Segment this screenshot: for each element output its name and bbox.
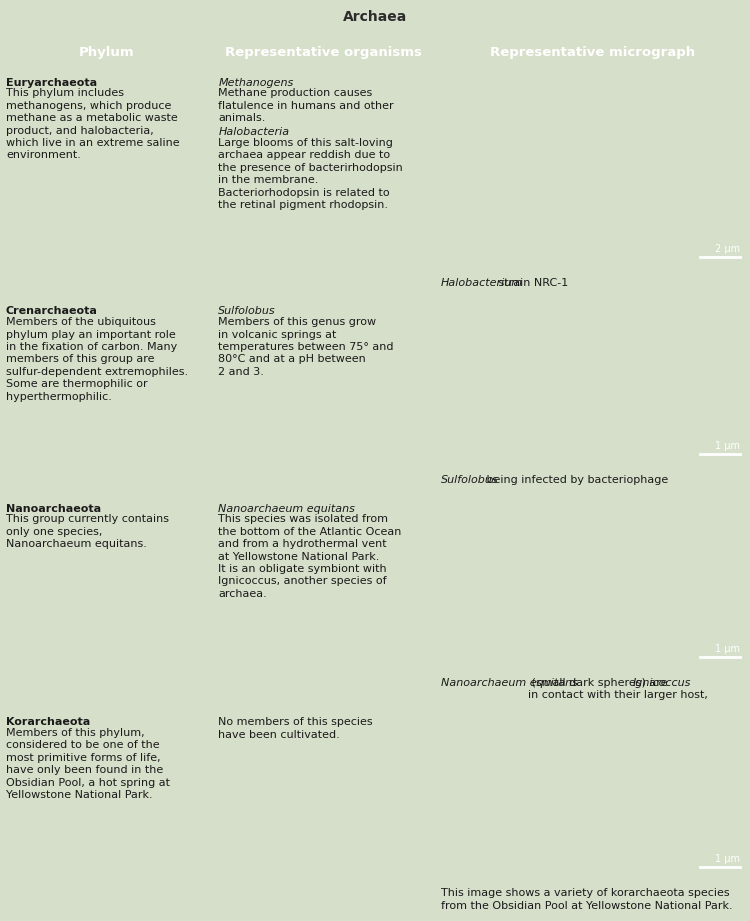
Text: Methane production causes
flatulence in humans and other
animals.: Methane production causes flatulence in … <box>218 88 394 123</box>
Text: Archaea: Archaea <box>343 10 407 24</box>
Text: Ignicoccus: Ignicoccus <box>632 678 691 688</box>
Text: This image shows a variety of korarchaeota species
from the Obsidian Pool at Yel: This image shows a variety of korarchaeo… <box>441 889 733 911</box>
Text: This phylum includes
methanogens, which produce
methane as a metabolic waste
pro: This phylum includes methanogens, which … <box>6 88 180 160</box>
Text: Euryarchaeota: Euryarchaeota <box>6 77 98 87</box>
Text: 2 μm: 2 μm <box>715 244 740 253</box>
Text: 1 μm: 1 μm <box>715 644 740 654</box>
Text: Members of this genus grow
in volcanic springs at
temperatures between 75° and
8: Members of this genus grow in volcanic s… <box>218 317 394 377</box>
Text: 1 μm: 1 μm <box>715 441 740 451</box>
Text: being infected by bacteriophage: being infected by bacteriophage <box>482 475 668 484</box>
Text: Korarchaeota: Korarchaeota <box>6 717 90 728</box>
Text: Phylum: Phylum <box>78 46 134 59</box>
Text: Halobacterium: Halobacterium <box>441 277 524 287</box>
Text: Representative micrograph: Representative micrograph <box>490 46 695 59</box>
Text: .: . <box>674 678 677 688</box>
Text: Large blooms of this salt-loving
archaea appear reddish due to
the presence of b: Large blooms of this salt-loving archaea… <box>218 138 403 210</box>
Text: Nanoarchaeota: Nanoarchaeota <box>6 504 101 514</box>
Text: Crenarchaeota: Crenarchaeota <box>6 307 98 317</box>
Text: Sulfolobus: Sulfolobus <box>441 475 499 484</box>
Text: Members of the ubiquitous
phylum play an important role
in the fixation of carbo: Members of the ubiquitous phylum play an… <box>6 317 188 402</box>
Text: Halobacteria: Halobacteria <box>218 127 290 137</box>
Text: 1 μm: 1 μm <box>715 855 740 865</box>
Text: strain NRC-1: strain NRC-1 <box>495 277 568 287</box>
Text: Methanogens: Methanogens <box>218 77 293 87</box>
Text: Sulfolobus: Sulfolobus <box>218 307 276 317</box>
Text: Nanoarchaeum equitans: Nanoarchaeum equitans <box>218 504 356 514</box>
Text: This species was isolated from
the bottom of the Atlantic Ocean
and from a hydro: This species was isolated from the botto… <box>218 515 402 599</box>
Text: No members of this species
have been cultivated.: No members of this species have been cul… <box>218 717 373 740</box>
Text: This group currently contains
only one species,
Nanoarchaeum equitans.: This group currently contains only one s… <box>6 515 169 549</box>
Text: Representative organisms: Representative organisms <box>225 46 422 59</box>
Text: Nanoarchaeum equitans: Nanoarchaeum equitans <box>441 678 578 688</box>
Text: (small dark spheres) are
in contact with their larger host,: (small dark spheres) are in contact with… <box>528 678 712 700</box>
Text: Members of this phylum,
considered to be one of the
most primitive forms of life: Members of this phylum, considered to be… <box>6 728 170 800</box>
